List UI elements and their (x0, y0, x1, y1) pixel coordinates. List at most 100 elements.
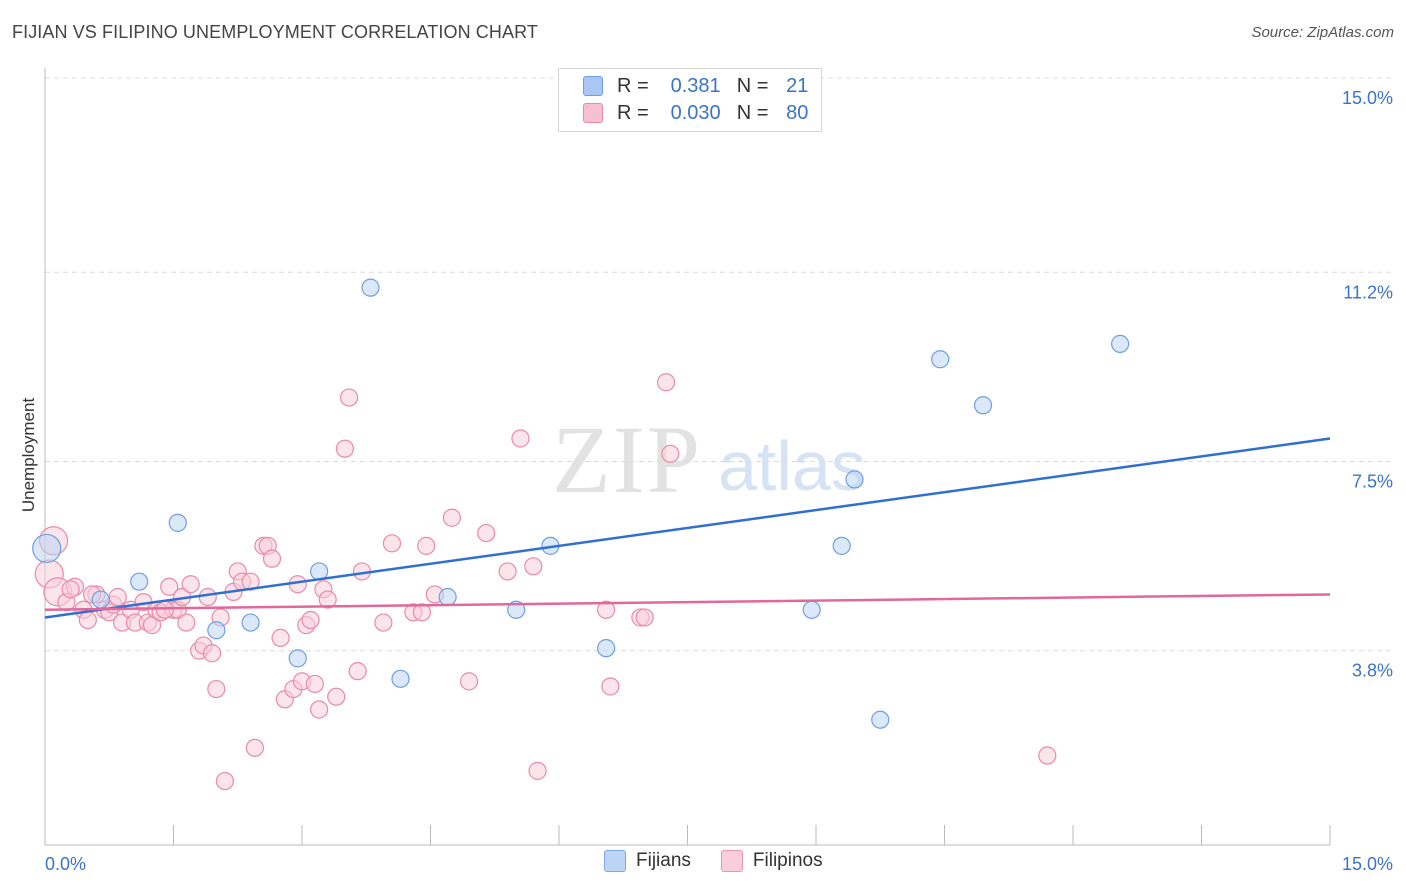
legend-r-label: R = (617, 101, 649, 124)
filipinos-point (335, 439, 354, 458)
filipinos-point (327, 687, 346, 706)
series-legend-filipinos: Filipinos (720, 850, 823, 872)
filipinos-point (524, 557, 543, 576)
filipinos-point (262, 549, 282, 568)
filipinos-point (459, 672, 479, 691)
filipinos-point (155, 600, 175, 619)
y-tick-label: 7.5% (1352, 472, 1393, 492)
fijians-point (241, 613, 260, 632)
series-legend-fijians: Fijians (604, 850, 691, 872)
watermark: ZIP atlas (552, 406, 866, 513)
grid-lines (45, 77, 1395, 652)
legend-swatch-fijians (583, 76, 603, 96)
filipinos-point (215, 771, 234, 791)
filipinos-point (318, 590, 337, 609)
filipinos-point (382, 534, 402, 553)
legend-swatch-filipinos (583, 103, 603, 123)
filipinos-point (202, 644, 222, 663)
x-tick-labels: 0.0% 15.0% (45, 854, 1393, 874)
filipinos-point (417, 536, 436, 555)
fijians-point (130, 572, 149, 591)
filipinos-point (1038, 746, 1057, 765)
legend-n-value: 21 (786, 74, 809, 97)
watermark-zip: ZIP (552, 406, 702, 513)
filipinos-point (601, 677, 620, 696)
fijians-point (802, 600, 821, 619)
legend-r-value: 0.030 (670, 101, 721, 124)
filipinos-point (241, 572, 260, 591)
series-swatch-fijians (604, 850, 626, 872)
fijians-point (168, 513, 187, 532)
fijians-point (871, 710, 890, 729)
chart-title: FIJIAN VS FILIPINO UNEMPLOYMENT CORRELAT… (12, 22, 538, 42)
filipinos-point (305, 674, 324, 694)
legend-n-label: N = (736, 74, 769, 97)
fijians-point (845, 470, 864, 489)
series-swatch-filipinos (720, 850, 743, 872)
fijians-point (391, 669, 410, 688)
y-tick-label: 15.0% (1342, 88, 1393, 108)
series-label-filipinos: Filipinos (752, 850, 823, 871)
legend-row-filipinos: R = 0.030 N = 80 (583, 100, 808, 126)
y-tick-label: 11.2% (1343, 282, 1393, 302)
filipinos-point (61, 580, 80, 599)
filipinos-point (177, 613, 196, 632)
fijians-point (32, 533, 62, 564)
fijians-point (1111, 334, 1130, 353)
axes (44, 68, 1331, 846)
filipinos-point (78, 610, 97, 630)
filipinos-point (198, 587, 217, 607)
y-tick-label: 3.8% (1352, 661, 1393, 681)
fijians-point (931, 350, 950, 369)
filipinos-point (301, 610, 320, 630)
fijians-point (288, 649, 307, 668)
legend-r-label: R = (617, 74, 649, 97)
legend-n-label: N = (736, 101, 769, 124)
fijians-points (32, 278, 1130, 729)
filipinos-trend-line (44, 593, 1331, 612)
fijians-point (597, 639, 616, 658)
filipinos-point (374, 613, 393, 632)
fijians-point (207, 621, 226, 640)
filipinos-point (160, 577, 179, 596)
fijians-point (507, 600, 526, 619)
filipinos-points (34, 373, 1057, 791)
filipinos-point (511, 429, 530, 448)
legend-n-value: 80 (786, 101, 809, 124)
fijians-point (361, 278, 380, 297)
filipinos-point (271, 628, 290, 648)
filipinos-point (340, 388, 359, 407)
fijians-trend-line (44, 437, 1331, 619)
filipinos-point (207, 679, 226, 699)
series-legend: Fijians Filipinos (604, 850, 853, 872)
filipinos-point (310, 700, 329, 719)
fijians-point (91, 590, 110, 609)
fijians-point (438, 587, 457, 607)
filipinos-point (348, 662, 367, 681)
filipinos-point (528, 761, 547, 780)
y-axis-label: Unemployment (19, 398, 38, 513)
correlation-legend: R = 0.381 N = 21 R = 0.030 N = 80 (558, 68, 822, 132)
legend-r-value: 0.381 (670, 74, 721, 97)
y-tick-labels: 3.8% 7.5% 11.2% 15.0% (1342, 88, 1393, 681)
fijians-point (973, 396, 993, 415)
filipinos-point (477, 523, 496, 543)
filipinos-point (498, 562, 517, 581)
filipinos-point (597, 600, 616, 619)
filipinos-point (442, 508, 462, 527)
source-label: Source: ZipAtlas.com (1251, 24, 1394, 41)
x-tick-label: 15.0% (1342, 854, 1393, 874)
series-label-fijians: Fijians (636, 850, 691, 871)
filipinos-point (245, 738, 264, 757)
filipinos-point (412, 603, 432, 622)
trend-lines (44, 437, 1331, 619)
filipinos-point (656, 373, 676, 392)
filipinos-point (181, 575, 200, 594)
filipinos-point (108, 587, 127, 607)
x-tick-label: 0.0% (45, 854, 86, 874)
filipinos-point (635, 608, 654, 627)
filipinos-point (661, 444, 680, 463)
fijians-point (832, 536, 851, 555)
watermark-atlas: atlas (718, 427, 866, 505)
